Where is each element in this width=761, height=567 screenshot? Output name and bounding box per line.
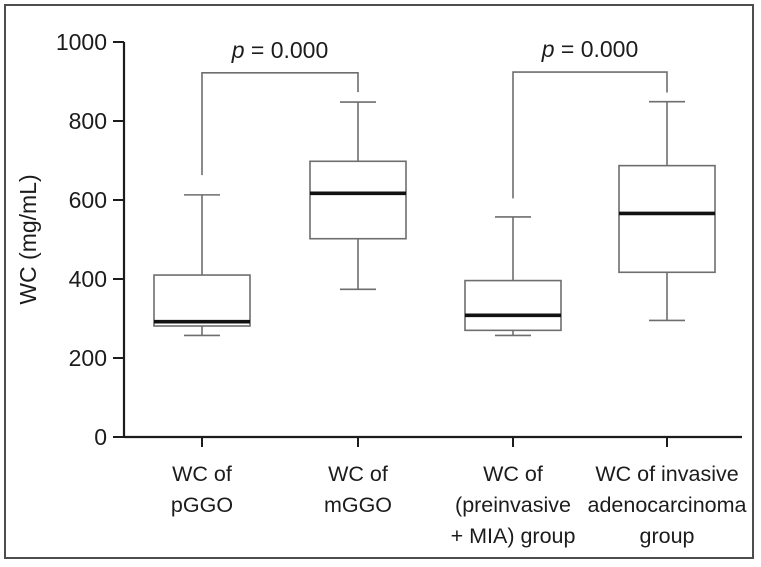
iqr-box [309,160,407,240]
p-value-label: p = 0.000 [231,37,329,63]
category-label: mGGO [324,493,392,517]
y-tick-label: 400 [69,266,107,292]
iqr-box [464,279,562,332]
figure-border [4,4,754,559]
iqr-box [618,164,716,274]
y-tick-label: 800 [69,108,107,134]
category-label: WC of [172,462,232,486]
y-tick-label: 200 [69,345,107,371]
significance-bracket [201,72,359,176]
category-label: + MIA) group [451,524,576,548]
category-label: WC of invasive [595,462,738,486]
iqr-box [153,274,251,327]
y-tick-label: 600 [69,187,107,213]
y-axis-title: WC (mg/mL) [15,174,41,304]
category-label: (preinvasive [455,493,571,517]
category-label: WC of [483,462,543,486]
category-label: group [640,524,695,548]
y-tick-label: 1000 [56,29,107,55]
category-label: adenocarcinoma [588,493,747,517]
y-tick-label: 0 [94,424,107,450]
p-value-label: p = 0.000 [541,36,639,62]
category-label: WC of [328,462,388,486]
category-label: pGGO [171,493,233,517]
significance-bracket [512,71,668,199]
